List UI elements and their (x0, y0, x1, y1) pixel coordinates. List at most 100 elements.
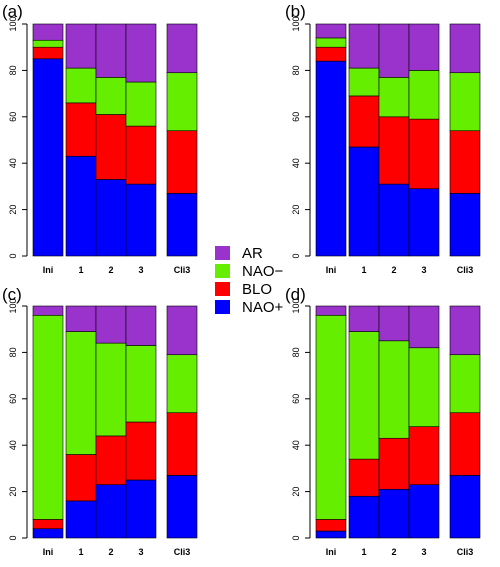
bar-segment-blo (408, 426, 440, 485)
bar-segment-nao-minus (65, 67, 97, 104)
bar-segment-nao-minus (348, 67, 380, 97)
bar-segment-ar (166, 305, 198, 356)
bar-stack-cli3 (449, 305, 481, 539)
bar-segment-nao-minus (32, 314, 64, 520)
y-tick-label: 0 (291, 253, 301, 258)
y-tick-label: 20 (291, 205, 301, 215)
bar-segment-ar (65, 23, 97, 69)
x-tick-label: Ini (43, 265, 54, 275)
bar-stack-1 (348, 305, 380, 539)
y-tick-label: 40 (291, 158, 301, 168)
bar-stack-2 (95, 305, 127, 539)
bar-stack-2 (378, 305, 410, 539)
panel-4: (d) 0 20 40 60 80 100 Ini 1 2 3 Cli3 (285, 285, 481, 557)
x-tick-label: 1 (361, 265, 366, 275)
x-tick-label: 3 (421, 265, 426, 275)
bar-segment-ar (125, 305, 157, 346)
bar-stack-3 (408, 305, 440, 539)
bar-segment-blo (95, 435, 127, 485)
bar-segment-nao-plus (32, 58, 64, 257)
bar-segment-ar (449, 305, 481, 356)
bar-segment-nao-plus (408, 484, 440, 539)
panel-label: (a) (2, 2, 23, 21)
bar-segment-nao-minus (125, 81, 157, 127)
bar-segment-nao-plus (65, 500, 97, 539)
bar-stack-cli3 (449, 23, 481, 257)
x-tick-label: 3 (138, 265, 143, 275)
y-tick-label: 0 (8, 535, 18, 540)
y-tick-label: 80 (8, 347, 18, 357)
bar-segment-blo (65, 454, 97, 502)
bar-segment-ar (32, 23, 64, 41)
y-tick-label: 40 (8, 440, 18, 450)
bar-segment-nao-minus (315, 37, 347, 48)
bar-segment-nao-plus (408, 188, 440, 257)
bar-segment-nao-minus (166, 354, 198, 414)
bar-segment-blo (65, 102, 97, 157)
bar-segment-nao-minus (315, 314, 347, 520)
bar-segment-nao-minus (166, 72, 198, 132)
y-tick-label: 100 (291, 298, 301, 313)
bar-segment-nao-minus (378, 77, 410, 118)
bar-stack-1 (65, 23, 97, 257)
bar-segment-blo (32, 46, 64, 60)
bar-segment-ar (449, 23, 481, 74)
x-tick-label: 1 (78, 547, 83, 557)
bar-segment-nao-plus (166, 193, 198, 257)
bar-segment-blo (348, 458, 380, 497)
y-tick-label: 80 (291, 347, 301, 357)
x-tick-label: Ini (43, 547, 54, 557)
bar-segment-nao-plus (32, 528, 64, 539)
y-tick-label: 100 (8, 16, 18, 31)
bar-segment-ar (65, 305, 97, 332)
bar-stack-1 (65, 305, 97, 539)
bar-segment-nao-plus (166, 475, 198, 539)
bar-segment-nao-plus (315, 530, 347, 539)
y-tick-label: 100 (291, 16, 301, 31)
panel-label: (b) (285, 2, 306, 21)
bar-stack-2 (378, 23, 410, 257)
bar-segment-blo (408, 118, 440, 190)
x-tick-label: Cli3 (457, 265, 474, 275)
bar-stack-ini (315, 305, 347, 539)
x-tick-label: 1 (78, 265, 83, 275)
bar-segment-ar (32, 305, 64, 316)
bar-segment-nao-plus (378, 183, 410, 257)
y-tick-label: 80 (8, 65, 18, 75)
bar-segment-nao-plus (125, 479, 157, 539)
bar-segment-nao-minus (95, 77, 127, 115)
y-tick-label: 60 (291, 112, 301, 122)
panel-label: (d) (285, 285, 306, 304)
bar-segment-nao-minus (95, 342, 127, 437)
x-tick-label: Ini (326, 547, 337, 557)
bar-segment-blo (378, 437, 410, 490)
y-tick-label: 0 (291, 535, 301, 540)
legend-label-ar: AR (242, 245, 263, 262)
x-tick-label: Cli3 (174, 265, 191, 275)
bar-segment-nao-minus (348, 331, 380, 460)
bar-segment-nao-minus (408, 347, 440, 427)
bar-segment-ar (408, 23, 440, 71)
bar-segment-blo (449, 412, 481, 476)
bar-segment-nao-plus (348, 495, 380, 539)
bar-stack-2 (95, 23, 127, 257)
bar-segment-nao-plus (378, 488, 410, 539)
bar-segment-ar (315, 23, 347, 39)
bar-segment-ar (378, 305, 410, 342)
panel-label: (c) (2, 285, 22, 304)
bar-segment-nao-plus (125, 183, 157, 257)
bar-segment-ar (95, 23, 127, 78)
panel-3: (c) 0 20 40 60 80 100 Ini 1 2 3 Cli3 (2, 285, 198, 557)
bar-segment-nao-plus (348, 146, 380, 257)
y-tick-label: 60 (291, 394, 301, 404)
bar-segment-nao-minus (65, 331, 97, 455)
legend-label-nao-plus: NAO+ (242, 299, 284, 316)
x-tick-label: Cli3 (174, 547, 191, 557)
legend-swatch-nao-minus (215, 264, 230, 278)
bar-segment-ar (166, 23, 198, 74)
bar-segment-blo (95, 114, 127, 180)
y-tick-label: 0 (8, 253, 18, 258)
bar-segment-nao-plus (315, 60, 347, 257)
bar-segment-blo (348, 95, 380, 148)
